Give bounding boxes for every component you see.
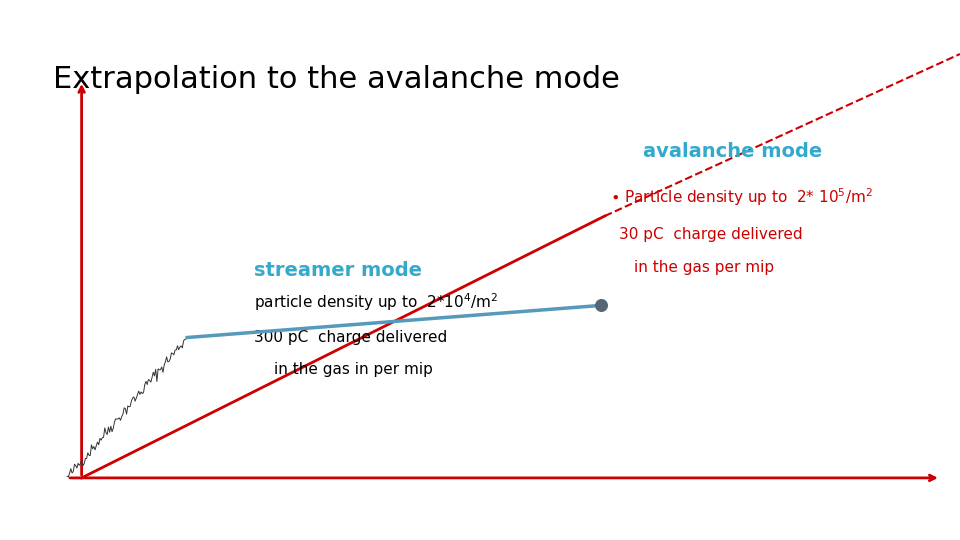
Point — [593, 301, 609, 309]
Text: 30 pC  charge delivered: 30 pC charge delivered — [619, 227, 803, 242]
Text: Extrapolation to the avalanche mode: Extrapolation to the avalanche mode — [53, 65, 619, 94]
Text: particle density up to  2*10$^{4}$/m$^{2}$: particle density up to 2*10$^{4}$/m$^{2}… — [254, 292, 498, 313]
Text: avalanche mode: avalanche mode — [643, 141, 823, 161]
Text: $\bullet$ Particle density up to  2* 10$^{5}$/m$^{2}$: $\bullet$ Particle density up to 2* 10$^… — [610, 186, 873, 208]
Text: in the gas in per mip: in the gas in per mip — [274, 362, 432, 377]
Text: 300 pC  charge delivered: 300 pC charge delivered — [254, 330, 447, 345]
Text: in the gas per mip: in the gas per mip — [634, 260, 774, 275]
Text: streamer mode: streamer mode — [254, 260, 422, 280]
